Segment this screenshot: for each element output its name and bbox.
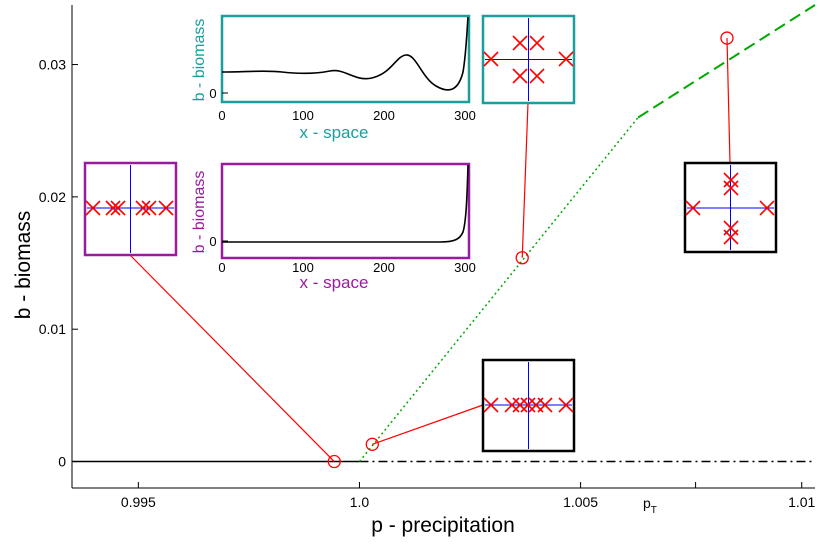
marker-1	[365, 437, 379, 451]
inset-purple-xtick-0: 0	[218, 260, 225, 275]
eigenvalue-mark-0-2	[110, 200, 126, 216]
spectrum-box-purple	[83, 161, 178, 257]
eigenvalue-mark-2-6	[558, 397, 574, 413]
eigenvalue-mark-3-1	[723, 172, 739, 188]
connector-2	[521, 102, 529, 258]
eigenvalue-mark-3-2	[723, 180, 739, 196]
inset-cyan-ytick-label: 0	[209, 86, 216, 101]
series-branch-unstable	[358, 117, 639, 463]
spectrum-box-bottom	[481, 358, 576, 453]
connector-3	[726, 38, 731, 164]
inset-cyan-frame	[220, 14, 471, 104]
marker-3	[720, 31, 734, 45]
inset-cyan-xtick-200: 200	[373, 108, 395, 123]
eigenvalue-mark-1-0	[483, 51, 499, 67]
x-tick-label-2: 1.005	[563, 494, 598, 510]
x-tick-label-1: 1.0	[350, 494, 370, 510]
y-tick-label-2: 0.02	[39, 189, 66, 205]
inset-cyan-xtick-100: 100	[292, 108, 314, 123]
spectrum-box-right	[683, 161, 778, 254]
eigenvalue-mark-1-2	[529, 35, 545, 51]
inset-purple-ytick-label: 0	[209, 234, 216, 249]
eigenvalue-mark-2-0	[483, 397, 499, 413]
marker-0	[327, 454, 341, 469]
inset-cyan-ylabel: b - biomass	[191, 19, 208, 102]
eigenvalue-mark-0-1	[105, 200, 121, 216]
inset-cyan-xlabel: x - space	[300, 123, 369, 142]
eigenvalue-mark-1-4	[529, 68, 545, 84]
inset-profile-cyan: 0 0 100 200 300 x - space b - biomass	[191, 14, 476, 142]
x-tick-label-3: 1.01	[788, 494, 815, 510]
eigenvalue-mark-2-2	[512, 397, 528, 413]
connector-1	[372, 404, 484, 445]
pT-label: pT	[643, 495, 657, 516]
inset-purple-xtick-200: 200	[373, 260, 395, 275]
eigenvalue-mark-1-3	[512, 68, 528, 84]
inset-purple-frame	[220, 162, 471, 260]
eigenvalue-mark-2-3	[520, 397, 536, 413]
inset-purple-xlabel: x - space	[300, 273, 369, 292]
y-tick-label-0: 0	[58, 454, 66, 470]
inset-cyan-xtick-0: 0	[218, 108, 225, 123]
y-tick-label-1: 0.01	[39, 321, 66, 337]
eigenvalue-mark-1-5	[558, 51, 574, 67]
inset-purple-profile-curve	[222, 164, 469, 243]
eigenvalue-mark-3-0	[685, 200, 701, 216]
x-axis-label: p - precipitation	[371, 514, 515, 537]
marker-2	[515, 251, 529, 265]
y-tick-label-3: 0.03	[39, 57, 66, 73]
eigenvalue-mark-3-4	[723, 229, 739, 245]
inset-purple-ylabel: b - biomass	[191, 171, 208, 254]
inset-purple-xtick-300: 300	[454, 260, 476, 275]
x-tick-label-0: 0.995	[121, 494, 156, 510]
eigenvalue-mark-0-0	[85, 200, 101, 216]
eigenvalue-mark-0-4	[141, 200, 157, 216]
eigenvalue-mark-3-5	[759, 200, 775, 216]
inset-cyan-xtick-300: 300	[454, 108, 476, 123]
inset-purple-xtick-100: 100	[292, 260, 314, 275]
series-branch-stable	[637, 4, 816, 119]
connector-0	[129, 254, 335, 462]
eigenvalue-mark-0-3	[135, 200, 151, 216]
inset-profile-purple: 0 0 100 200 300 x - space b - biomass	[191, 162, 476, 292]
spectrum-box-cyan	[481, 14, 576, 105]
eigenvalue-mark-2-5	[537, 397, 553, 413]
y-axis-label: b - biomass	[12, 211, 35, 320]
eigenvalue-mark-0-5	[158, 200, 174, 216]
inset-cyan-profile-curve	[221, 16, 469, 91]
eigenvalue-mark-1-1	[512, 35, 528, 51]
eigenvalue-mark-2-1	[504, 397, 520, 413]
